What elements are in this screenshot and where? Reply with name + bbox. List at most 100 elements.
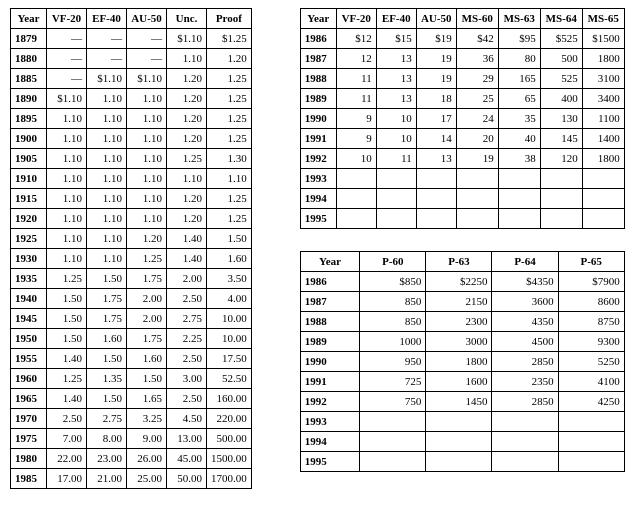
value-cell: 1.60 <box>87 329 127 349</box>
col-header: MS-63 <box>498 9 540 29</box>
value-cell: 1800 <box>582 149 624 169</box>
year-cell: 1975 <box>11 429 47 449</box>
value-cell: 80 <box>498 49 540 69</box>
value-cell: 17 <box>416 109 456 129</box>
table-row: 1988850230043508750 <box>300 312 624 332</box>
value-cell: $2250 <box>426 272 492 292</box>
table-row: 19601.251.351.503.0052.50 <box>11 369 252 389</box>
value-cell: 1.60 <box>127 349 167 369</box>
value-cell: — <box>87 29 127 49</box>
value-cell: 130 <box>540 109 582 129</box>
value-cell: 35 <box>498 109 540 129</box>
col-header: AU-50 <box>127 9 167 29</box>
year-cell: 1945 <box>11 309 47 329</box>
value-cell: 1.10 <box>127 109 167 129</box>
col-header: VF-20 <box>47 9 87 29</box>
table-row: 1991725160023504100 <box>300 372 624 392</box>
value-cell: 17.00 <box>47 469 87 489</box>
t2-body: 1986$12$15$19$42$95$525$1500198712131936… <box>300 29 624 229</box>
value-cell: 65 <box>498 89 540 109</box>
year-cell: 1993 <box>300 169 336 189</box>
year-cell: 1935 <box>11 269 47 289</box>
value-cell: 24 <box>456 109 498 129</box>
value-cell <box>336 209 376 229</box>
price-table-1: YearVF-20EF-40AU-50Unc.Proof 1879———$1.1… <box>10 8 252 489</box>
value-cell: 3.00 <box>167 369 207 389</box>
col-header: EF-40 <box>376 9 416 29</box>
value-cell: 9300 <box>558 332 624 352</box>
value-cell: 1.10 <box>47 209 87 229</box>
col-header: Unc. <box>167 9 207 29</box>
value-cell: 13 <box>376 49 416 69</box>
year-cell: 1992 <box>300 149 336 169</box>
value-cell: 2.75 <box>87 409 127 429</box>
value-cell: 3.50 <box>207 269 252 289</box>
value-cell: 2150 <box>426 292 492 312</box>
value-cell: 4.50 <box>167 409 207 429</box>
col-header: P-64 <box>492 252 558 272</box>
value-cell <box>416 169 456 189</box>
header-row: YearP-60P-63P-64P-65 <box>300 252 624 272</box>
table-row: 19757.008.009.0013.00500.00 <box>11 429 252 449</box>
value-cell: 1.20 <box>167 109 207 129</box>
value-cell: 1500.00 <box>207 449 252 469</box>
value-cell: $42 <box>456 29 498 49</box>
value-cell: 145 <box>540 129 582 149</box>
value-cell: 2.50 <box>47 409 87 429</box>
table-row: 1880———1.101.20 <box>11 49 252 69</box>
table-row: 19251.101.101.201.401.50 <box>11 229 252 249</box>
table-row: 1986$12$15$19$42$95$525$1500 <box>300 29 624 49</box>
table-row: 19919101420401451400 <box>300 129 624 149</box>
year-cell: 1987 <box>300 49 336 69</box>
value-cell <box>540 169 582 189</box>
table-row: 19651.401.501.652.50160.00 <box>11 389 252 409</box>
table-row: 19101.101.101.101.101.10 <box>11 169 252 189</box>
value-cell: 1800 <box>426 352 492 372</box>
value-cell: 1.10 <box>127 169 167 189</box>
value-cell: 220.00 <box>207 409 252 429</box>
value-cell: 50.00 <box>167 469 207 489</box>
value-cell: 12 <box>336 49 376 69</box>
value-cell: 4100 <box>558 372 624 392</box>
value-cell: 1.25 <box>207 69 252 89</box>
value-cell: 500 <box>540 49 582 69</box>
value-cell: 19 <box>416 49 456 69</box>
value-cell: 21.00 <box>87 469 127 489</box>
col-header: Proof <box>207 9 252 29</box>
year-cell: 1990 <box>300 109 336 129</box>
value-cell: 1100 <box>582 109 624 129</box>
value-cell: 2.00 <box>127 289 167 309</box>
table-row: 1993 <box>300 169 624 189</box>
year-cell: 1985 <box>11 469 47 489</box>
table-row: 19301.101.101.251.401.60 <box>11 249 252 269</box>
value-cell <box>336 189 376 209</box>
year-cell: 1991 <box>300 372 360 392</box>
table-row: 1992750145028504250 <box>300 392 624 412</box>
table-row: 19702.502.753.254.50220.00 <box>11 409 252 429</box>
value-cell: 1.10 <box>127 209 167 229</box>
value-cell: 3400 <box>582 89 624 109</box>
value-cell <box>376 169 416 189</box>
value-cell: 1.10 <box>87 229 127 249</box>
value-cell: 1.25 <box>207 209 252 229</box>
year-cell: 1915 <box>11 189 47 209</box>
col-header: Year <box>300 252 360 272</box>
value-cell: 1.10 <box>47 129 87 149</box>
table-row: 1995 <box>300 452 624 472</box>
value-cell: 1.20 <box>167 89 207 109</box>
year-cell: 1970 <box>11 409 47 429</box>
value-cell: 11 <box>336 89 376 109</box>
t3-body: 1986$850$2250$4350$790019878502150360086… <box>300 272 624 472</box>
value-cell <box>582 209 624 229</box>
value-cell: 2350 <box>492 372 558 392</box>
col-header: MS-60 <box>456 9 498 29</box>
value-cell: 850 <box>360 312 426 332</box>
value-cell: 2.50 <box>167 349 207 369</box>
t1-head: YearVF-20EF-40AU-50Unc.Proof <box>11 9 252 29</box>
value-cell: $1.10 <box>127 69 167 89</box>
value-cell: 18 <box>416 89 456 109</box>
year-cell: 1994 <box>300 432 360 452</box>
layout-wrap: YearVF-20EF-40AU-50Unc.Proof 1879———$1.1… <box>10 8 627 489</box>
value-cell: 13.00 <box>167 429 207 449</box>
value-cell: 850 <box>360 292 426 312</box>
